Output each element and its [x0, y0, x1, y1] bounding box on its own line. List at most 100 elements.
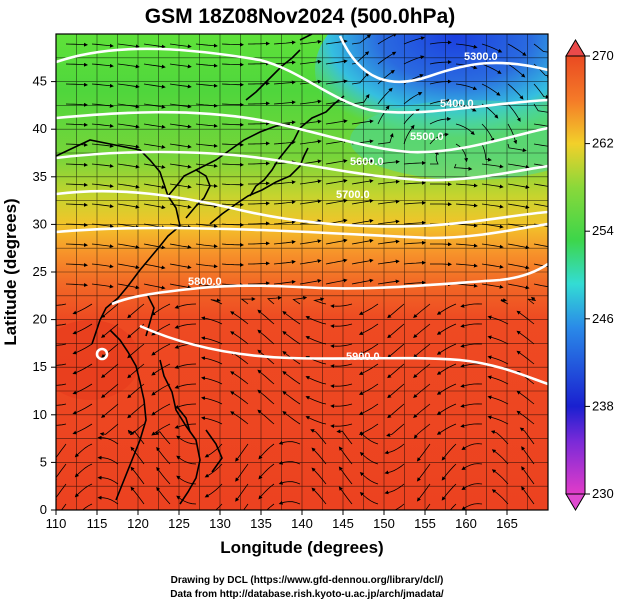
streamline-arrow	[387, 363, 405, 379]
streamline-arrow	[221, 222, 244, 227]
streamline-arrow	[235, 463, 249, 482]
streamline-arrow	[201, 356, 223, 365]
y-tick-label: 35	[33, 169, 47, 184]
streamline-arrow	[195, 183, 218, 188]
streamline-arrow	[449, 503, 457, 510]
streamline-arrow	[195, 123, 218, 128]
streamline-arrow	[201, 376, 223, 385]
streamline-arrow	[507, 143, 527, 153]
streamline-arrow	[201, 336, 223, 345]
streamline-arrow	[266, 503, 275, 510]
streamline-arrow	[460, 403, 483, 408]
streamline-arrow	[65, 122, 88, 127]
streamline-arrow	[65, 142, 88, 147]
streamline-arrow	[127, 403, 145, 419]
streamline-arrow	[481, 203, 504, 209]
y-tick-label: 30	[33, 216, 47, 231]
streamline-arrow	[65, 82, 88, 87]
streamline-arrow	[91, 123, 114, 128]
streamline-arrow	[507, 283, 530, 290]
streamline-arrow	[91, 43, 114, 48]
streamline-arrow	[351, 278, 374, 285]
streamline-arrow	[533, 283, 548, 288]
streamline-arrow	[305, 316, 327, 325]
streamline-arrow	[204, 483, 223, 498]
streamline-arrow	[151, 363, 171, 376]
streamline-arrow	[507, 123, 518, 145]
x-tick-label: 120	[127, 516, 149, 531]
x-tick-label: 155	[414, 516, 436, 531]
streamline-arrow	[351, 218, 374, 225]
colorbar: 230 238 246 254 262 270	[565, 39, 614, 511]
streamline-arrow	[384, 463, 405, 475]
streamline-arrow	[299, 119, 322, 125]
streamline-arrow	[248, 121, 270, 126]
contour-label-5600: 5600.0	[350, 156, 384, 168]
streamline-arrow	[455, 283, 478, 288]
streamline-arrow	[235, 483, 249, 502]
streamline-arrow	[230, 411, 249, 425]
streamline-arrow	[436, 303, 457, 315]
streamline-arrow	[358, 383, 379, 395]
streamline-arrow	[461, 463, 483, 470]
streamline-arrow	[299, 39, 322, 45]
streamline-arrow	[507, 83, 524, 100]
streamline-arrow	[455, 123, 475, 135]
streamline-arrow	[325, 238, 348, 245]
streamline-arrow	[330, 303, 353, 309]
colorbar-ticks: 230 238 246 254 262 270	[585, 48, 614, 501]
streamline-arrow	[387, 403, 405, 419]
streamline-arrow	[72, 343, 93, 355]
streamline-arrow	[282, 310, 301, 325]
streamline-arrow	[403, 92, 423, 105]
streamline-arrow	[273, 140, 296, 145]
colorbar-label: 270	[592, 48, 614, 63]
streamline-arrow	[248, 101, 270, 106]
streamline-arrow	[248, 161, 270, 166]
streamline-arrow	[386, 423, 405, 437]
streamline-arrow	[403, 36, 425, 45]
streamline-arrow	[305, 396, 327, 405]
streamline-arrow	[487, 375, 509, 385]
streamline-arrow	[491, 489, 509, 505]
streamline-arrow	[243, 503, 249, 510]
streamline-arrow	[299, 239, 322, 245]
streamline-arrow	[176, 495, 197, 505]
streamline-arrow	[267, 295, 282, 305]
x-tick-label: 165	[496, 516, 518, 531]
streamline-arrow	[358, 363, 379, 375]
colorbar-label: 254	[592, 223, 614, 238]
height-contours	[56, 35, 548, 386]
streamline-arrow	[169, 63, 192, 69]
y-tick-label: 20	[33, 312, 47, 327]
streamline-arrow	[481, 123, 495, 143]
streamline-arrow	[377, 51, 397, 65]
streamline-arrow	[377, 159, 400, 165]
streamline-arrow	[377, 179, 400, 185]
streamline-arrow	[117, 43, 140, 49]
streamline-arrow	[221, 42, 244, 47]
streamline-arrow	[460, 303, 483, 308]
y-tick-label: 45	[33, 74, 47, 89]
contour-5800	[56, 222, 548, 240]
streamline-arrow	[403, 260, 426, 265]
streamline-arrow	[278, 480, 301, 485]
streamline-arrow	[403, 55, 425, 65]
streamline-arrow	[351, 258, 374, 265]
streamline-arrow	[273, 80, 296, 85]
colorbar-label: 230	[592, 486, 614, 501]
streamline-arrow	[195, 243, 218, 249]
streamline-arrow	[130, 486, 145, 505]
streamline-arrow	[377, 259, 400, 265]
streamline-arrow	[117, 203, 140, 209]
streamline-arrow	[273, 220, 296, 225]
streamline-arrow	[65, 162, 88, 167]
streamline-arrow	[453, 163, 473, 171]
streamline-arrow	[311, 447, 327, 465]
streamline-arrow	[351, 179, 374, 185]
streamline-arrow	[533, 183, 548, 187]
streamline-arrow	[72, 303, 93, 315]
streamline-arrow	[481, 283, 504, 289]
streamline-arrow	[143, 143, 166, 149]
streamline-arrow	[521, 446, 535, 465]
